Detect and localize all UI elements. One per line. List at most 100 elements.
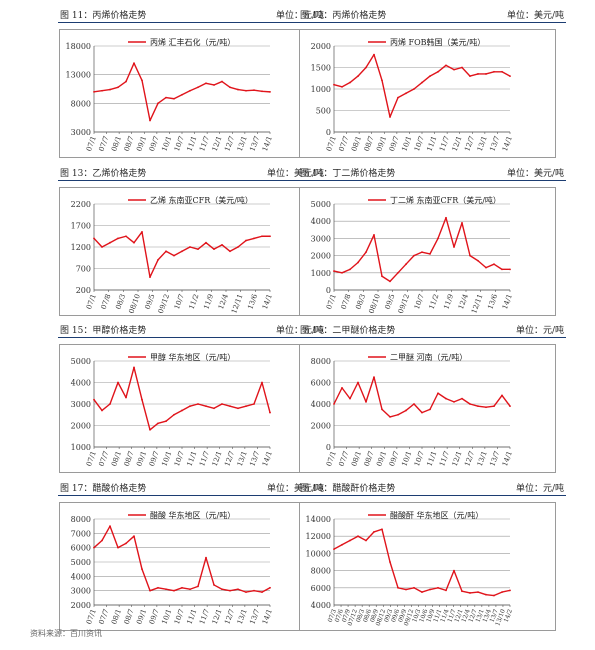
y-tick-label: 6000 xyxy=(71,544,91,553)
x-tick-label: 13/1 xyxy=(236,135,249,153)
data-point xyxy=(213,407,215,410)
x-tick-label: 10/1 xyxy=(400,135,413,153)
x-tick-label: 10/1 xyxy=(400,450,413,468)
data-point xyxy=(493,70,495,73)
title-rule xyxy=(298,337,566,338)
data-point xyxy=(165,588,167,591)
y-tick-label: 12000 xyxy=(306,532,331,541)
data-point xyxy=(173,413,175,416)
y-tick-label: 1200 xyxy=(71,243,91,252)
data-point xyxy=(413,586,415,589)
data-point xyxy=(269,90,271,93)
chart-panel-14: 图 14：丁二烯价格走势 单位：美元/吨 0 1000 2000 3000 4000 500… xyxy=(298,164,566,316)
data-point xyxy=(429,408,431,411)
data-point xyxy=(133,535,135,538)
data-point xyxy=(149,428,151,431)
title-rule xyxy=(58,495,326,496)
chart-panel-13: 图 13：乙烯价格走势 单位：美元/吨 200 700 1200 1700 2200 07/… xyxy=(58,164,326,316)
data-point xyxy=(381,408,383,411)
data-point xyxy=(445,216,447,219)
x-tick-label: 07/6 xyxy=(334,608,345,623)
data-point xyxy=(261,235,263,238)
price-line-chart: 0 2000 4000 6000 8000 07/1 07/7 08/1 08/7 09/1 09/… xyxy=(311,352,514,468)
data-point xyxy=(413,254,415,257)
chart-panel-17: 图 17：醋酸价格走势 单位：美元/吨 2000 3000 4000 5000 6000 7… xyxy=(58,479,326,631)
x-tick-label: 09/12 xyxy=(157,293,171,315)
x-tick-label: 14/1 xyxy=(501,293,514,311)
data-point xyxy=(333,83,335,86)
data-point xyxy=(469,254,471,257)
x-tick-label: 07/1 xyxy=(325,135,338,153)
x-tick-label: 07/7 xyxy=(98,608,111,626)
x-tick-label: 10/7 xyxy=(173,135,186,153)
x-tick-label: 10/1 xyxy=(160,135,173,153)
data-point xyxy=(445,397,447,400)
legend-label: 丙烯 汇丰石化（元/吨） xyxy=(150,37,235,47)
x-tick-label: 14/1 xyxy=(261,450,274,468)
x-tick-label: 08/1 xyxy=(350,450,363,468)
x-tick-label: 10/7 xyxy=(173,608,186,626)
x-tick-label: 12/11 xyxy=(470,293,484,315)
data-point xyxy=(173,97,175,100)
data-point xyxy=(421,81,423,84)
data-point xyxy=(197,86,199,89)
data-point xyxy=(221,588,223,591)
data-point xyxy=(501,268,503,271)
series-line xyxy=(93,62,271,122)
x-tick-label: 13/7 xyxy=(488,450,501,468)
chart-title: 图 11：丙烯价格走势 xyxy=(60,11,147,21)
data-point xyxy=(205,241,207,244)
x-tick-label: 07/8 xyxy=(100,293,113,311)
x-tick-label: 12/1 xyxy=(211,135,224,153)
x-tick-label: 07/1 xyxy=(85,450,98,468)
chart-frame xyxy=(299,502,556,631)
data-point xyxy=(421,411,423,414)
x-tick-label: 10/7 xyxy=(173,450,186,468)
x-tick-label: 07/7 xyxy=(338,135,351,153)
y-tick-label: 3000 xyxy=(71,587,91,596)
x-tick-label: 08/7 xyxy=(123,450,136,468)
y-tick-label: 4000 xyxy=(311,400,331,409)
x-tick-label: 07/1 xyxy=(85,293,98,311)
chart-panel-11: 图 11：丙烯价格走势 单位：元/吨 3000 8000 13000 18000 07/1… xyxy=(58,6,326,158)
data-point xyxy=(437,392,439,395)
x-tick-label: 09/7 xyxy=(388,135,401,153)
data-point xyxy=(373,53,375,56)
x-tick-label: 09/12 xyxy=(397,293,411,315)
y-tick-label: 1000 xyxy=(311,269,331,278)
x-tick-label: 09/9 xyxy=(397,608,408,623)
data-point xyxy=(357,261,359,264)
chart-title: 图 13：乙烯价格走势 xyxy=(60,169,147,179)
chart-panel-12: 图 12：丙烯价格走势 单位：美元/吨 0 500 1000 1500 2000 07/1 0… xyxy=(298,6,566,158)
x-tick-label: 13/4 xyxy=(482,608,493,623)
x-tick-label: 09/5 xyxy=(384,293,397,311)
y-tick-label: 0 xyxy=(326,443,331,452)
data-point xyxy=(253,237,255,240)
data-point xyxy=(117,381,119,384)
data-point xyxy=(189,588,191,591)
x-tick-label: 14/1 xyxy=(501,450,514,468)
x-tick-label: 07/1 xyxy=(325,293,338,311)
x-tick-label: 10/1 xyxy=(160,450,173,468)
data-point xyxy=(237,407,239,410)
x-tick-label: 13/1 xyxy=(475,608,486,623)
data-point xyxy=(269,235,271,238)
data-point xyxy=(117,237,119,240)
data-point xyxy=(373,376,375,379)
data-point xyxy=(109,525,111,528)
chart-unit: 单位：美元/吨 xyxy=(266,484,324,494)
data-point xyxy=(93,237,95,240)
data-point xyxy=(221,243,223,246)
data-point xyxy=(141,231,143,233)
y-tick-label: 5000 xyxy=(71,357,91,366)
chart-title: 图 14：丁二烯价格走势 xyxy=(300,169,396,179)
x-tick-label: 09/1 xyxy=(135,135,148,153)
y-tick-label: 200 xyxy=(76,286,91,295)
y-tick-label: 0 xyxy=(326,286,331,295)
data-point xyxy=(477,591,479,593)
title-rule xyxy=(58,22,326,23)
x-tick-label: 08/10 xyxy=(127,293,141,315)
legend-label: 醋酸 华东地区（元/吨） xyxy=(150,510,235,520)
chart-unit: 单位：元/吨 xyxy=(275,11,324,21)
x-tick-label: 12/7 xyxy=(223,135,236,153)
